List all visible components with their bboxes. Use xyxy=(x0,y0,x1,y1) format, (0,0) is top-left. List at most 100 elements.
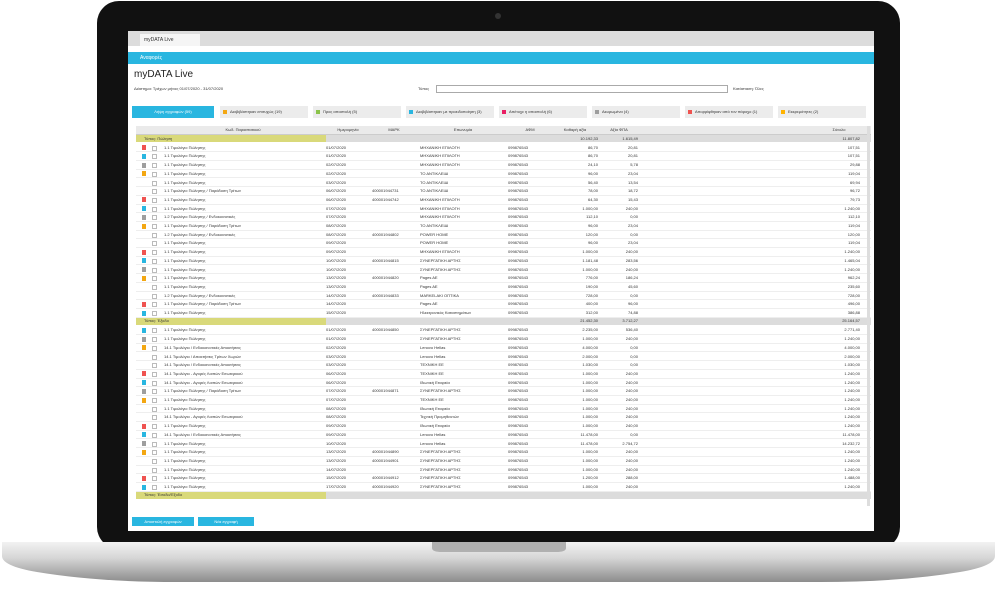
row-checkbox[interactable] xyxy=(152,311,157,316)
table-row[interactable] xyxy=(136,161,871,170)
table-row[interactable] xyxy=(136,361,871,370)
row-checkbox[interactable] xyxy=(152,215,157,221)
row-checkbox[interactable] xyxy=(152,232,157,238)
row-checkbox[interactable] xyxy=(152,424,157,430)
column-header[interactable]: Επωνυμία xyxy=(453,127,473,132)
column-header[interactable]: Αξία ΦΠΑ xyxy=(610,127,628,132)
table-row[interactable] xyxy=(136,144,871,153)
row-checkbox[interactable] xyxy=(152,345,157,351)
column-header[interactable]: ΜΑΡΚ xyxy=(388,127,400,132)
status-tab[interactable]: Απορρίφθηκαν από τον πάροχο (1) xyxy=(685,106,773,118)
table-row[interactable] xyxy=(136,474,871,483)
table-row[interactable] xyxy=(136,405,871,414)
table-row[interactable] xyxy=(136,457,871,466)
row-checkbox[interactable] xyxy=(152,284,157,290)
column-header[interactable]: ΑΦΜ xyxy=(525,127,535,132)
row-checkbox[interactable] xyxy=(152,163,157,169)
table-row[interactable] xyxy=(136,231,871,240)
status-tab[interactable]: Προς αποστολή (5) xyxy=(313,106,401,118)
row-checkbox[interactable] xyxy=(152,328,157,334)
row-checkbox[interactable] xyxy=(152,276,157,282)
table-row[interactable] xyxy=(136,413,871,423)
row-checkbox[interactable] xyxy=(152,145,157,151)
table-row[interactable] xyxy=(136,257,871,266)
table-row[interactable] xyxy=(136,283,871,292)
send-button[interactable]: Αποστολή εγγραφών xyxy=(132,517,194,526)
table-row[interactable] xyxy=(136,335,871,344)
table-row[interactable] xyxy=(136,274,871,283)
row-checkbox[interactable] xyxy=(152,406,157,412)
type-filter-input[interactable] xyxy=(436,85,728,93)
row-checkbox[interactable] xyxy=(152,337,157,343)
row-checkbox[interactable] xyxy=(152,241,157,247)
group-title[interactable]: Τύπος: Έσοδο/Έξοδο xyxy=(144,492,183,498)
group-title[interactable]: Τύπος: Έξοδο xyxy=(144,318,169,324)
column-header[interactable]: Ημερομηνία xyxy=(337,127,359,132)
row-checkbox[interactable] xyxy=(152,267,157,273)
period-filter[interactable]: Διάστημα: Τρέχων μήνας 01/07/2020 - 31/0… xyxy=(134,86,224,91)
table-row[interactable] xyxy=(136,300,871,309)
browser-tab[interactable]: myDATA Live xyxy=(140,34,200,46)
status-filter[interactable]: Κατάσταση: Όλες xyxy=(733,86,764,91)
table-row[interactable] xyxy=(136,170,871,179)
row-checkbox[interactable] xyxy=(152,398,157,403)
table-row[interactable] xyxy=(136,448,871,457)
table-row[interactable] xyxy=(136,292,871,301)
table-row[interactable] xyxy=(136,344,871,353)
row-checkbox[interactable] xyxy=(152,197,157,203)
row-checkbox[interactable] xyxy=(152,363,157,369)
row-checkbox[interactable] xyxy=(152,154,157,160)
table-row[interactable] xyxy=(136,396,871,405)
table-row[interactable] xyxy=(136,326,871,336)
new-button[interactable]: Νέα εγγραφή xyxy=(198,517,254,526)
row-checkbox[interactable] xyxy=(152,371,157,377)
fetch-button[interactable]: Λήψη εγγραφών (59) xyxy=(132,106,214,118)
row-checkbox[interactable] xyxy=(152,467,157,473)
row-checkbox[interactable] xyxy=(152,258,157,264)
table-row[interactable] xyxy=(136,179,871,188)
row-checkbox[interactable] xyxy=(152,206,157,212)
table-row[interactable] xyxy=(136,152,871,162)
status-tab[interactable]: Διαβιβάστηκαν με προειδοποίηση (3) xyxy=(406,106,494,118)
row-checkbox[interactable] xyxy=(152,293,157,299)
table-row[interactable] xyxy=(136,431,871,440)
status-tab[interactable]: Ακυρωμένα (4) xyxy=(592,106,680,118)
row-checkbox[interactable] xyxy=(152,389,157,395)
row-checkbox[interactable] xyxy=(152,354,157,360)
table-row[interactable] xyxy=(136,387,871,396)
table-row[interactable] xyxy=(136,466,871,475)
table-row[interactable] xyxy=(136,248,871,257)
column-header[interactable]: Κωδ. Παραστατικού xyxy=(225,127,261,132)
table-row[interactable] xyxy=(136,266,871,275)
column-header[interactable]: Σύνολο xyxy=(832,127,846,132)
status-tab[interactable]: Διαβιβάστηκαν επιτυχώς (19) xyxy=(220,106,308,118)
table-row[interactable] xyxy=(136,222,871,231)
table-row[interactable] xyxy=(136,483,871,492)
row-checkbox[interactable] xyxy=(152,476,157,482)
table-row[interactable] xyxy=(136,187,871,196)
table-row[interactable] xyxy=(136,422,871,431)
row-checkbox[interactable] xyxy=(152,180,157,186)
table-row[interactable] xyxy=(136,379,871,388)
table-row[interactable] xyxy=(136,196,871,205)
row-checkbox[interactable] xyxy=(152,250,157,256)
table-row[interactable] xyxy=(136,239,871,249)
row-checkbox[interactable] xyxy=(152,189,157,195)
row-checkbox[interactable] xyxy=(152,450,157,456)
status-tab[interactable]: Απέτυχε η αποστολή (6) xyxy=(499,106,587,118)
table-row[interactable] xyxy=(136,353,871,362)
row-checkbox[interactable] xyxy=(152,458,157,464)
row-checkbox[interactable] xyxy=(152,485,157,490)
column-header[interactable]: Καθαρή αξία xyxy=(563,127,587,132)
status-tab[interactable]: Εκκρεμότητες (2) xyxy=(778,106,866,118)
table-row[interactable] xyxy=(136,370,871,379)
scrollbar[interactable] xyxy=(867,126,870,506)
table-row[interactable] xyxy=(136,440,871,449)
row-checkbox[interactable] xyxy=(152,415,157,421)
row-checkbox[interactable] xyxy=(152,302,157,308)
row-checkbox[interactable] xyxy=(152,171,157,177)
table-row[interactable] xyxy=(136,205,871,214)
row-checkbox[interactable] xyxy=(152,224,157,229)
table-row[interactable] xyxy=(136,309,871,318)
row-checkbox[interactable] xyxy=(152,432,157,438)
